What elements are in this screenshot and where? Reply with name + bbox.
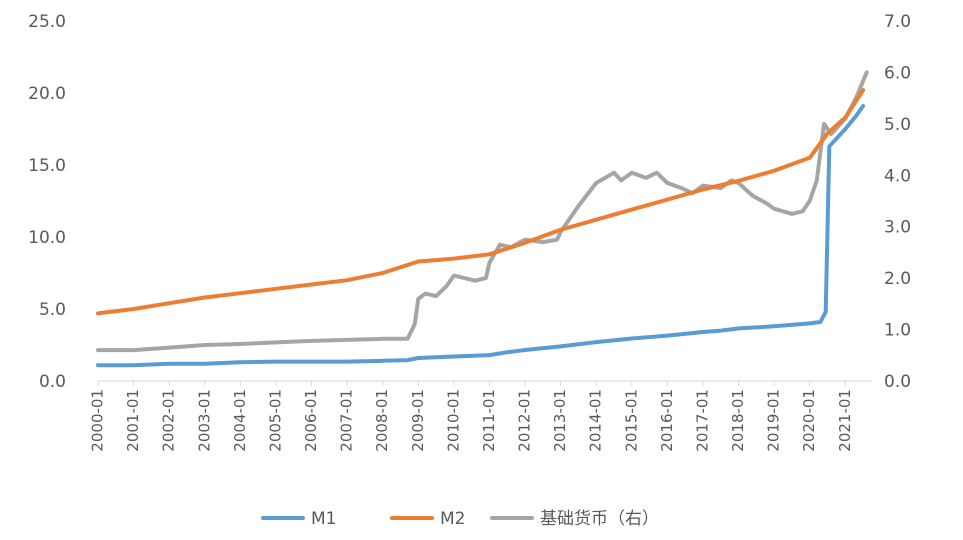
series-line-base-money	[96, 70, 869, 353]
x-tick-label: 2012-01	[516, 389, 534, 452]
y-left-tick-label: 0.0	[39, 372, 66, 392]
x-tick-label: 2016-01	[658, 389, 676, 452]
x-tick-label: 2018-01	[729, 389, 747, 452]
series-line-m1	[96, 104, 866, 368]
y-right-tick-label: 1.0	[884, 321, 911, 341]
series-lines	[96, 70, 869, 368]
legend-label: M2	[440, 509, 465, 529]
y-right-tick-label: 0.0	[884, 372, 911, 392]
y-left-tick-label: 25.0	[28, 12, 66, 32]
x-tick-label: 2019-01	[765, 389, 783, 452]
x-tick-label: 2009-01	[409, 389, 427, 452]
y-left-tick-label: 10.0	[28, 228, 66, 248]
x-tick-label: 2007-01	[338, 389, 356, 452]
y-left-tick-label: 15.0	[28, 156, 66, 176]
x-tick-label: 2017-01	[693, 389, 711, 452]
x-tick-label: 2015-01	[622, 389, 640, 452]
y-right-tick-label: 3.0	[884, 218, 911, 238]
legend-label: M1	[311, 509, 336, 529]
x-tick-label: 2011-01	[480, 389, 498, 452]
x-tick-label: 2005-01	[266, 389, 284, 452]
x-tick-label: 2000-01	[89, 389, 107, 452]
y-left-tick-label: 20.0	[28, 84, 66, 104]
y-right-tick-label: 6.0	[884, 63, 911, 83]
x-tick-label: 2014-01	[587, 389, 605, 452]
x-ticks: 2000-01 2001-01 2002-01 2003-01 2004-01 2005-…	[89, 381, 854, 452]
x-tick-label: 2003-01	[195, 389, 213, 452]
y-left-tick-label: 5.0	[39, 300, 66, 320]
x-tick-label: 2002-01	[160, 389, 178, 452]
legend-label: 基础货币（右）	[540, 509, 659, 529]
y-right-tick-label: 4.0	[884, 166, 911, 186]
x-tick-label: 2010-01	[444, 389, 462, 452]
x-tick-label: 2008-01	[373, 389, 391, 452]
x-tick-label: 2004-01	[231, 389, 249, 452]
legend: M1 M2 基础货币（右）	[261, 509, 659, 529]
y-right-tick-label: 7.0	[884, 12, 911, 32]
y-left-ticks: 0.0 5.0 10.0 15.0 20.0 25.0	[28, 12, 66, 392]
x-tick-label: 2013-01	[551, 389, 569, 452]
x-tick-label: 2006-01	[302, 389, 320, 452]
y-right-ticks: 0.0 1.0 2.0 3.0 4.0 5.0 6.0 7.0	[884, 12, 911, 392]
y-right-tick-label: 2.0	[884, 269, 911, 289]
x-tick-label: 2021-01	[836, 389, 854, 452]
x-tick-label: 2020-01	[800, 389, 818, 452]
y-right-tick-label: 5.0	[884, 115, 911, 135]
x-tick-label: 2001-01	[124, 389, 142, 452]
series-line-m2	[96, 88, 866, 316]
